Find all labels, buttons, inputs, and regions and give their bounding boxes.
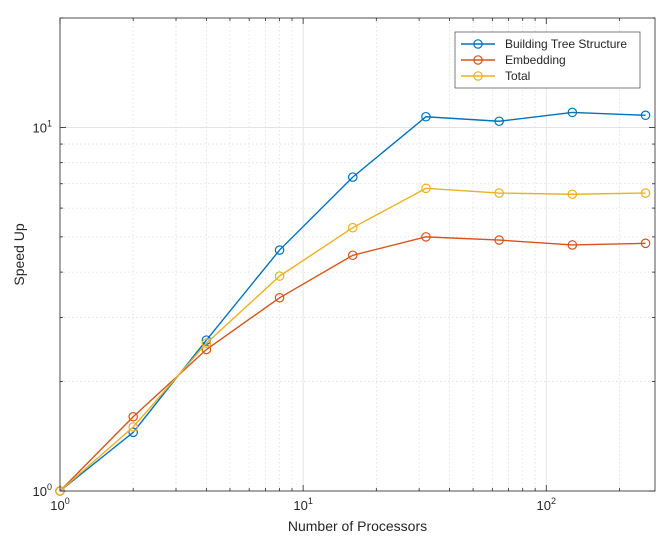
data-point	[640, 238, 651, 249]
series-layer	[55, 107, 651, 496]
data-point	[128, 427, 138, 438]
data-point	[494, 235, 504, 245]
x-tick-label-base: 10	[50, 498, 64, 513]
data-point	[128, 411, 138, 422]
legend: Building Tree Structure Embedding Total	[454, 31, 641, 89]
data-point	[494, 188, 504, 198]
legend-label: Building Tree Structure	[505, 37, 627, 51]
data-point	[421, 183, 431, 194]
data-point	[201, 344, 212, 355]
x-tick-label-base: 10	[293, 498, 307, 513]
series-2	[55, 183, 651, 496]
data-point	[347, 172, 358, 182]
legend-entry: Total	[461, 69, 530, 83]
series-line	[59, 187, 646, 492]
x-tick-label: 101	[293, 496, 312, 513]
legend-marker	[473, 71, 483, 81]
data-point	[640, 188, 651, 198]
series-1	[55, 232, 651, 496]
y-tick-label: 100	[33, 482, 52, 499]
y-tick-label-base: 10	[33, 484, 47, 499]
data-point	[567, 189, 578, 200]
legend-marker	[473, 55, 483, 65]
x-tick-label-exponent: 2	[551, 496, 556, 506]
y-tick-label: 101	[33, 118, 52, 135]
data-point	[494, 116, 504, 127]
x-tick-label-base: 10	[537, 498, 551, 513]
data-point	[567, 107, 578, 118]
x-axis-label: Number of Processors	[288, 518, 427, 534]
y-tick-label-exponent: 1	[47, 118, 52, 128]
data-point	[274, 271, 285, 281]
data-point	[640, 110, 651, 121]
y-tick-label-base: 10	[33, 120, 47, 135]
data-point	[421, 111, 431, 122]
data-point	[421, 232, 431, 242]
legend-entry: Embedding	[461, 53, 566, 67]
x-tick-label-exponent: 1	[308, 496, 313, 506]
legend-entry: Building Tree Structure	[461, 37, 627, 51]
series-line	[59, 111, 646, 492]
data-point	[274, 245, 285, 255]
data-point	[347, 250, 358, 261]
y-tick-label-exponent: 0	[47, 482, 52, 492]
data-point	[567, 240, 578, 250]
x-tick-label: 100	[50, 496, 69, 513]
legend-label: Embedding	[505, 53, 566, 67]
data-point	[347, 222, 358, 233]
ticks	[59, 17, 655, 492]
data-point	[128, 422, 138, 432]
data-point	[274, 292, 285, 303]
x-tick-label: 102	[537, 496, 556, 513]
legend-marker	[473, 39, 483, 49]
series-line	[59, 236, 646, 492]
y-axis-label: Speed Up	[11, 223, 27, 285]
x-tick-label-exponent: 0	[65, 496, 70, 506]
data-point	[201, 338, 212, 348]
plot-box	[59, 17, 656, 492]
legend-label: Total	[505, 69, 530, 83]
